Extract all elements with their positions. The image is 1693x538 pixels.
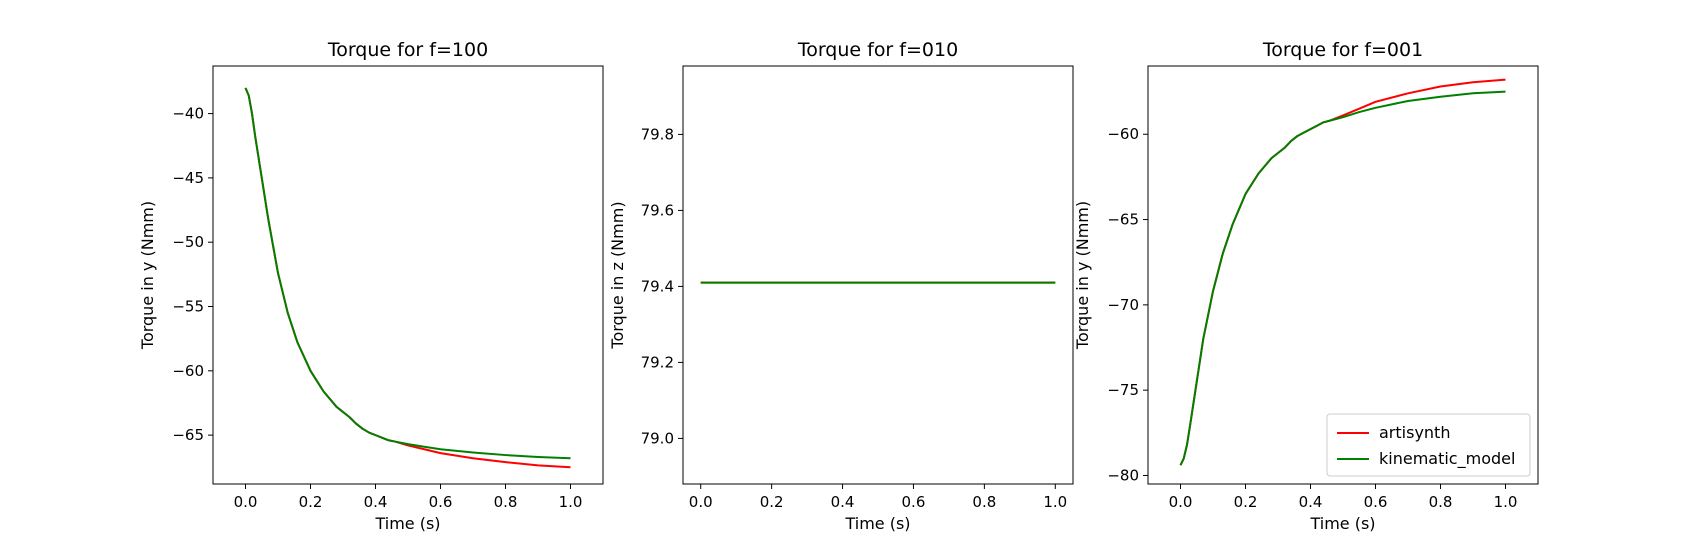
y-tick-label: −50	[172, 233, 204, 251]
y-tick-label: 79.6	[641, 201, 674, 219]
x-tick-label: 0.2	[760, 493, 784, 511]
y-tick-label: −65	[1107, 211, 1139, 229]
legend: artisynth kinematic_model	[1326, 413, 1531, 477]
chart-title: Torque for f=100	[327, 39, 488, 61]
axes-frame	[1147, 65, 1539, 485]
x-axis-label: Time (s)	[1309, 514, 1375, 533]
x-tick-label: 0.4	[1299, 493, 1323, 511]
y-axis-label: Torque in y (Nmm)	[1073, 201, 1092, 350]
x-tick-label: 0.4	[364, 493, 388, 511]
x-tick-label: 1.0	[1494, 493, 1518, 511]
y-tick-label: −70	[1107, 296, 1139, 314]
chart-title: Torque for f=001	[1262, 39, 1423, 61]
x-tick-label: 0.2	[1234, 493, 1258, 511]
y-tick-label: −55	[172, 298, 204, 316]
y-tick-label: −60	[1107, 125, 1139, 143]
x-tick-label: 0.8	[494, 493, 518, 511]
y-axis-label: Torque in z (Nmm)	[608, 201, 627, 349]
y-tick-label: −40	[172, 105, 204, 123]
x-tick-label: 1.0	[1043, 493, 1067, 511]
y-tick-label: 79.4	[641, 277, 674, 295]
legend-label-artisynth: artisynth	[1379, 423, 1450, 442]
subplot-3: 0.0 0.2 0.4 0.6 0.8 1.0 −60 −65 −70 −75 −80 Torque …	[1073, 39, 1539, 533]
axes-frame	[212, 65, 604, 485]
x-axis-label: Time (s)	[374, 514, 440, 533]
x-axis-label: Time (s)	[844, 514, 910, 533]
x-tick-label: 0.0	[689, 493, 713, 511]
series-line-artisynth	[1179, 78, 1506, 466]
series-line-kinematic_model	[244, 87, 571, 460]
series-line-kinematic_model	[1179, 90, 1506, 466]
subplot-2: 0.0 0.2 0.4 0.6 0.8 1.0 79.0 79.2 79.4 79.6 79.8 To…	[608, 39, 1074, 533]
x-tick-label: 0.6	[1364, 493, 1388, 511]
x-tick-label: 0.6	[429, 493, 453, 511]
y-tick-label: −65	[172, 426, 204, 444]
legend-label-kinematic_model: kinematic_model	[1379, 449, 1515, 469]
series-line-artisynth	[244, 87, 571, 469]
x-tick-label: 0.4	[831, 493, 855, 511]
axes-frame	[682, 65, 1074, 485]
x-tick-label: 1.0	[559, 493, 583, 511]
x-tick-label: 0.0	[1169, 493, 1193, 511]
subplot-1: 0.0 0.2 0.4 0.6 0.8 1.0 −40 −45 −50 −55 −60 −65 Torq…	[138, 39, 604, 533]
y-tick-label: 79.8	[641, 125, 674, 143]
chart-title: Torque for f=010	[797, 39, 958, 61]
y-tick-label: 79.0	[641, 429, 674, 447]
y-axis-label: Torque in y (Nmm)	[138, 201, 157, 350]
y-tick-label: −80	[1107, 466, 1139, 484]
x-tick-label: 0.2	[299, 493, 323, 511]
y-tick-label: −75	[1107, 381, 1139, 399]
y-tick-label: −60	[172, 362, 204, 380]
x-tick-label: 0.8	[972, 493, 996, 511]
x-tick-label: 0.0	[234, 493, 258, 511]
legend-box	[1326, 413, 1531, 477]
x-tick-label: 0.6	[902, 493, 926, 511]
y-tick-label: −45	[172, 169, 204, 187]
x-tick-label: 0.8	[1429, 493, 1453, 511]
y-tick-label: 79.2	[641, 353, 674, 371]
